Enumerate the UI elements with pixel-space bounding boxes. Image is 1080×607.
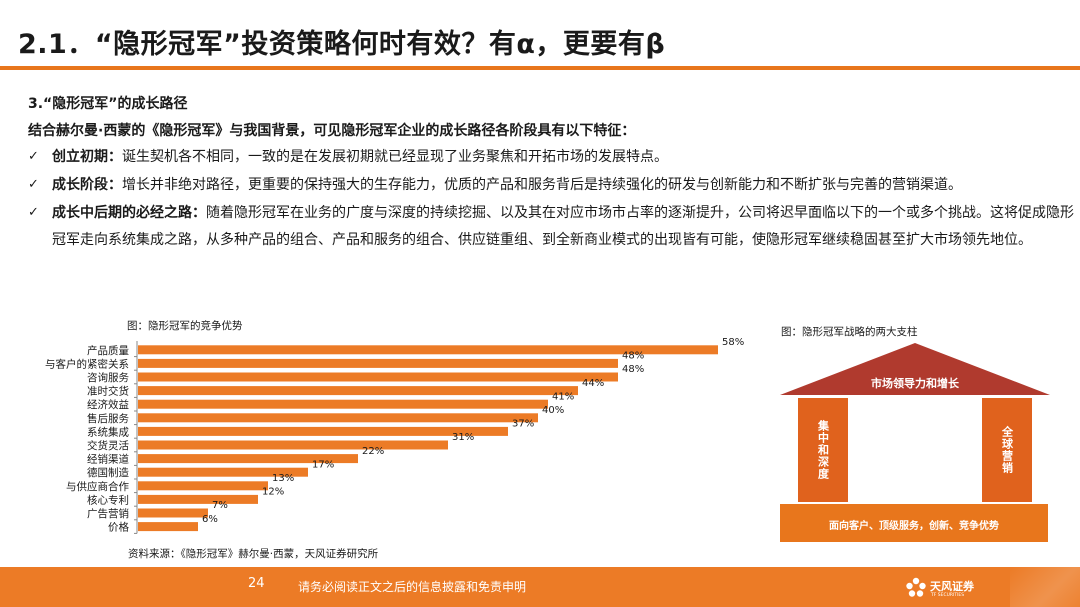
data-label: 37%	[512, 419, 534, 430]
diagram-caption: 图：隐形冠军战略的两大支柱	[781, 326, 918, 338]
bar	[138, 413, 538, 423]
category-label: 德国制造	[87, 466, 129, 479]
category-label: 与客户的紧密关系	[45, 357, 129, 370]
category-label: 广告营销	[87, 507, 129, 520]
roof-label: 市场领导力和增长	[871, 377, 959, 390]
disclaimer-text: 请务必阅读正文之后的信息披露和免责申明	[298, 580, 527, 594]
bar	[138, 440, 448, 450]
bullet-item: ✓ 创立初期：诞生契机各不相同，一致的是在发展初期就已经显现了业务聚焦和开拓市场…	[28, 144, 1074, 171]
page-number: 24	[248, 576, 265, 591]
category-label: 核心专利	[87, 493, 129, 506]
category-label: 交货灵活	[87, 439, 129, 452]
chart-caption: 图：隐形冠军的竞争优势	[127, 320, 243, 332]
bar	[138, 481, 268, 491]
intro-text: 结合赫尔曼·西蒙的《隐形冠军》与我国背景，可见隐形冠军企业的成长路径各阶段具有以…	[28, 123, 636, 139]
logo-text: 天风证券	[930, 580, 974, 593]
bar	[138, 454, 358, 464]
right-pillar: 全球营销	[982, 398, 1032, 502]
data-label: 12%	[262, 487, 284, 498]
category-label: 售后服务	[87, 412, 129, 425]
category-label: 与供应商合作	[66, 480, 129, 493]
bullet-heading: 成长中后期的必经之路：	[52, 205, 206, 221]
bar	[138, 345, 718, 355]
category-label: 经济效益	[87, 398, 129, 411]
title-divider	[0, 66, 1080, 70]
bar	[138, 426, 508, 436]
diagram-base	[780, 504, 1048, 542]
checkmark-icon: ✓	[28, 177, 39, 192]
data-label: 6%	[202, 514, 218, 525]
base-label: 面向客户、顶级服务，创新、竞争优势	[829, 521, 999, 532]
category-label: 产品质量	[87, 344, 129, 357]
category-label: 系统集成	[87, 425, 129, 438]
data-label: 17%	[312, 459, 334, 470]
company-logo: 天风证券 TF SECURITIES	[905, 574, 985, 604]
checkmark-icon: ✓	[28, 149, 39, 164]
footer-decoration	[1010, 567, 1080, 607]
footer-bar	[0, 567, 1080, 607]
bar	[138, 508, 208, 518]
data-label: 58%	[722, 338, 744, 348]
left-pillar: 集中和深度	[798, 398, 848, 502]
data-label: 31%	[452, 432, 474, 443]
data-label: 44%	[582, 378, 604, 389]
section-heading: 3.“隐形冠军”的成长路径	[28, 96, 188, 112]
bar	[138, 399, 548, 409]
category-label: 准时交货	[87, 385, 129, 398]
chart-source: 资料来源：《隐形冠军》赫尔曼·西蒙，天风证券研究所	[128, 548, 379, 560]
bar	[138, 494, 258, 504]
bar	[138, 467, 308, 477]
right-pillar-label: 全球营销	[1000, 426, 1014, 474]
bullet-text: 诞生契机各不相同，一致的是在发展初期就已经显现了业务聚焦和开拓市场的发展特点。	[122, 149, 668, 165]
logo-subtext: TF SECURITIES	[931, 593, 965, 598]
bar	[138, 372, 618, 382]
left-pillar-label: 集中和深度	[816, 420, 830, 480]
category-label: 价格	[108, 521, 129, 534]
checkmark-icon: ✓	[28, 205, 39, 220]
data-label: 48%	[622, 364, 644, 375]
bar	[138, 386, 578, 396]
bullet-text: 随着隐形冠军在业务的广度与深度的持续挖掘、以及其在对应市场市占率的逐渐提升，公司…	[52, 205, 1074, 248]
data-label: 48%	[622, 351, 644, 362]
logo-flower-icon	[906, 577, 926, 597]
data-label: 41%	[552, 391, 574, 402]
bar	[138, 358, 618, 368]
data-label: 13%	[272, 473, 294, 484]
data-label: 40%	[542, 405, 564, 416]
category-label: 咨询服务	[87, 371, 129, 384]
bullet-text: 增长并非绝对路径，更重要的保持强大的生存能力，优质的产品和服务背后是持续强化的研…	[122, 177, 962, 193]
category-label: 经销渠道	[87, 453, 129, 466]
bar	[138, 522, 198, 532]
data-label: 22%	[362, 446, 384, 457]
diagram-roof	[780, 343, 1050, 395]
bullet-item: ✓ 成长阶段：增长并非绝对路径，更重要的保持强大的生存能力，优质的产品和服务背后…	[28, 172, 1074, 199]
data-label: 7%	[212, 500, 228, 511]
slide-title: 2.1．“隐形冠军”投资策略何时有效？有α，更要有β	[18, 29, 666, 60]
bullet-heading: 创立初期：	[52, 149, 122, 165]
bullet-heading: 成长阶段：	[52, 177, 122, 193]
competitive-advantage-bar-chart: 产品质量 58% 与客户的紧密关系 48% 咨询服务 48% 准时交货 44% 经济效益 41% 售…	[45, 338, 744, 534]
bullet-item: ✓ 成长中后期的必经之路：随着隐形冠军在业务的广度与深度的持续挖掘、以及其在对应…	[28, 200, 1074, 253]
